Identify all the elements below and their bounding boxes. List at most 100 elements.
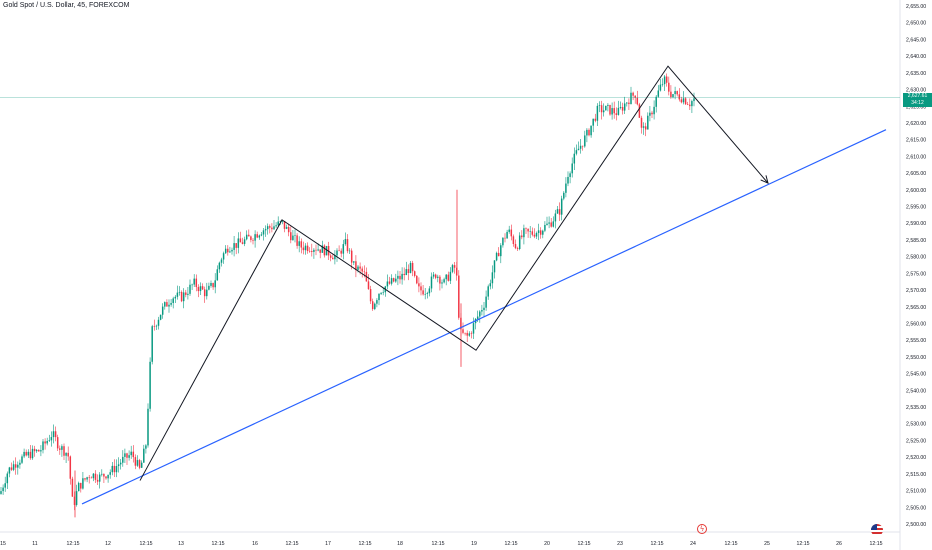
candle-body (233, 243, 235, 250)
candle-body (134, 457, 137, 466)
candle-body (59, 448, 61, 450)
candle-body (191, 284, 193, 286)
candle-body (115, 466, 118, 473)
candle-body (657, 90, 660, 97)
candle-body (323, 245, 326, 256)
candle-body (670, 91, 672, 98)
candle-body (548, 222, 550, 224)
candle-body (124, 453, 126, 457)
candle-body (128, 455, 130, 458)
candle-body (71, 478, 74, 497)
candle-body (182, 292, 185, 302)
candle-body (98, 474, 101, 482)
candle-body (674, 91, 676, 95)
candle-body (581, 145, 584, 147)
last-price: 2,627.61 (907, 93, 928, 99)
candle-body (399, 275, 401, 280)
y-tick-label: 2,650.00 (906, 21, 926, 27)
candle-body (359, 266, 361, 269)
candle-body (292, 235, 294, 241)
last-price-badge: 2,627.61 34:12 (903, 93, 932, 107)
candle-body (14, 464, 17, 468)
candle-body (371, 301, 374, 310)
candle-body (684, 98, 687, 105)
candle-body (369, 289, 372, 302)
candle-body (649, 112, 651, 116)
candle-body (682, 98, 685, 103)
candle-body (94, 473, 97, 480)
candle-body (466, 332, 468, 336)
candle-body (304, 245, 307, 251)
candle-body (260, 234, 263, 236)
candle-body (653, 106, 655, 115)
candle-body (632, 92, 634, 96)
candle-body (73, 496, 76, 505)
y-tick-label: 2,580.00 (906, 255, 926, 261)
candle-body (180, 291, 183, 302)
candle-body (275, 225, 277, 227)
y-tick-label: 2,575.00 (906, 271, 926, 277)
candle-body (607, 104, 609, 106)
candle-body (686, 104, 689, 105)
y-tick-label: 2,565.00 (906, 305, 926, 311)
candle-body (145, 445, 147, 449)
candle-body (678, 94, 681, 100)
candle-body (105, 476, 107, 479)
candle-body (248, 234, 250, 237)
candle-body (138, 460, 141, 468)
ascending-trendline (81, 129, 887, 505)
candle-body (592, 118, 594, 126)
candle-body (88, 477, 90, 478)
candle-body (367, 281, 370, 290)
candle-body (80, 482, 82, 489)
candle-body (46, 440, 48, 444)
candle-body (605, 105, 607, 111)
us-flag-icon[interactable] (871, 524, 883, 536)
candle-body (44, 441, 46, 444)
candle-body (107, 474, 109, 479)
candle-body (479, 311, 481, 317)
x-tick-label: 18 (397, 541, 403, 547)
candle-body (283, 221, 286, 229)
candle-body (390, 278, 393, 284)
candle-body (216, 269, 219, 281)
candle-body (483, 307, 485, 311)
candle-body (521, 235, 523, 238)
lightning-icon[interactable]: ϟ (697, 524, 707, 534)
candle-body (428, 288, 431, 294)
y-tick-label: 2,530.00 (906, 422, 926, 428)
candle-body (489, 283, 492, 287)
candle-body (210, 282, 212, 286)
candle-body (258, 235, 261, 238)
candle-body (136, 460, 139, 466)
candle-body (143, 448, 145, 463)
candle-body (164, 302, 166, 307)
candle-body (336, 250, 338, 256)
candle-body (395, 278, 397, 282)
candle-body (111, 465, 114, 473)
candle-body (0, 491, 2, 494)
candle-body (453, 265, 456, 268)
candle-body (531, 231, 534, 235)
candle-body (689, 104, 691, 107)
candle-body (447, 274, 450, 281)
candle-body (77, 482, 80, 492)
candle-body (8, 467, 11, 474)
candle-body (65, 452, 67, 456)
candle-body (655, 96, 657, 107)
candle-body (542, 230, 544, 235)
candle-body (126, 453, 128, 458)
candle-body (493, 260, 496, 273)
candle-body (313, 249, 315, 252)
candle-body (302, 247, 305, 251)
candle-body (552, 221, 555, 227)
candle-body (357, 266, 359, 270)
candle-body (294, 235, 296, 236)
candle-body (598, 105, 601, 106)
candle-body (42, 441, 44, 451)
candle-body (239, 238, 242, 243)
candle-body (504, 237, 506, 239)
y-tick-label: 2,605.00 (906, 171, 926, 177)
candle-body (113, 465, 116, 473)
